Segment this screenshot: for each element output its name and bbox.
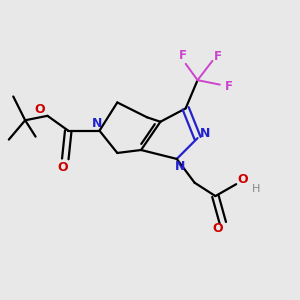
Text: F: F [179,49,187,62]
Text: F: F [225,80,233,93]
Text: F: F [214,50,222,63]
Text: N: N [92,117,102,130]
Text: O: O [237,173,248,186]
Text: O: O [212,222,223,235]
Text: N: N [200,127,210,140]
Text: H: H [252,184,260,194]
Text: N: N [175,160,185,173]
Text: O: O [57,161,68,174]
Text: O: O [35,103,45,116]
